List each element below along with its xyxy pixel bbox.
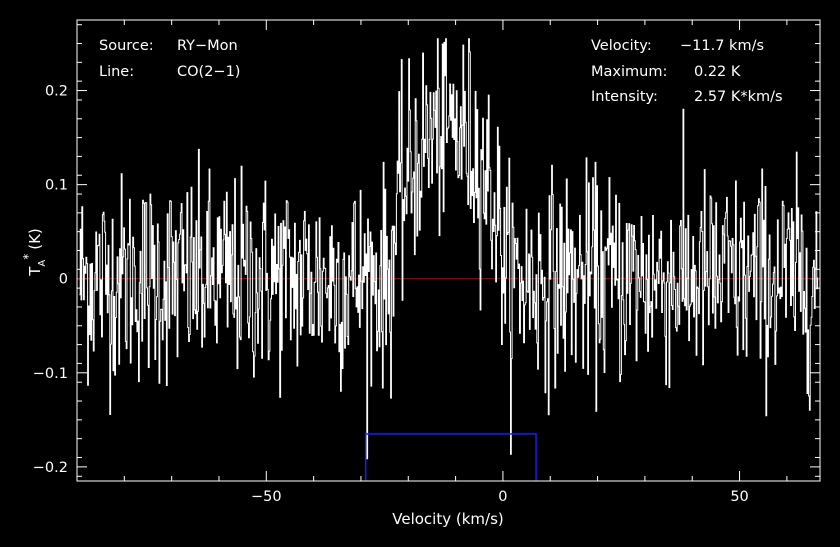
y-axis-title: TA* (K) <box>21 228 48 277</box>
source-label: Source: <box>99 38 154 54</box>
line-value: CO(2−1) <box>177 64 240 80</box>
plot-frame <box>76 19 821 482</box>
x-tick-label: 0 <box>498 489 507 505</box>
tick-labels: −50 0 50 −0.2 −0.1 0 0.1 0.2 <box>33 84 749 505</box>
y-axis-superscript: * <box>21 254 35 260</box>
intensity-label: Intensity: <box>591 89 658 105</box>
line-label: Line: <box>99 64 134 80</box>
y-axis-symbol: T <box>26 266 44 277</box>
maximum-value: 0.22 K <box>694 64 741 80</box>
velocity-value: −11.7 km/s <box>680 38 764 54</box>
plot-area <box>77 20 820 481</box>
svg-text:TA*(K): TA* (K) <box>21 228 48 277</box>
y-axis-subscript: A <box>37 260 48 267</box>
spectrum-series <box>79 38 819 460</box>
intensity-value: 2.57 K*km/s <box>694 89 783 105</box>
y-tick-label: −0.2 <box>33 460 68 476</box>
maximum-label: Maximum: <box>591 64 667 80</box>
y-tick-label: 0.1 <box>45 178 68 194</box>
x-tick-label: 50 <box>730 489 748 505</box>
y-axis-unit: (K) <box>26 228 44 250</box>
y-tick-label: 0 <box>59 272 68 288</box>
source-value: RY−Mon <box>177 38 238 54</box>
x-tick-label: −50 <box>251 489 282 505</box>
y-tick-label: 0.2 <box>45 84 68 100</box>
y-tick-label: −0.1 <box>33 366 68 382</box>
x-axis-title: Velocity (km/s) <box>392 510 503 528</box>
velocity-label: Velocity: <box>591 38 652 54</box>
axis-ticks <box>76 20 820 481</box>
integration-window <box>364 433 537 481</box>
